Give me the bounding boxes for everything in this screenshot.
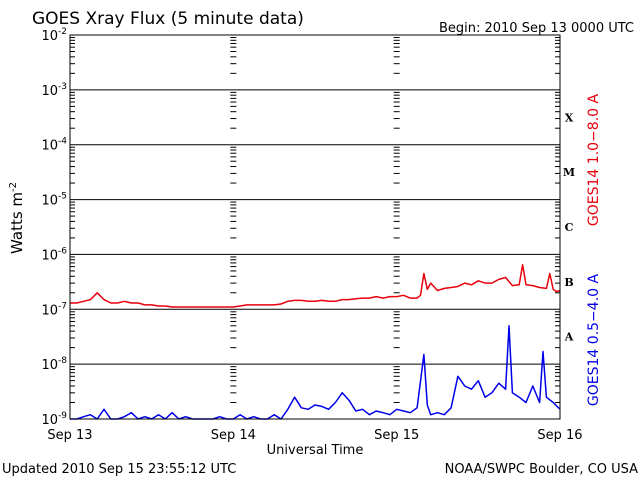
legend-red-label: GOES14 1.0−8.0 A <box>586 94 602 227</box>
plot-frame <box>69 34 561 420</box>
y-axis-title-superscript: -2 <box>8 182 19 192</box>
flare-class-c: C <box>565 221 574 234</box>
flare-class-b: B <box>564 276 573 289</box>
legend-blue-label: GOES14 0.5−4.0 A <box>586 274 602 407</box>
y-tick-label: 10-9 <box>41 411 67 428</box>
footer-updated: Updated 2010 Sep 15 23:55:12 UTC <box>2 462 236 477</box>
x-tick-label: Sep 14 <box>211 428 256 443</box>
y-tick-label: 10-6 <box>41 246 67 263</box>
footer-source: NOAA/SWPC Boulder, CO USA <box>445 462 638 477</box>
y-tick-label: 10-8 <box>41 356 67 373</box>
horizontal-gridlines <box>70 34 560 420</box>
flare-class-a: A <box>564 331 574 344</box>
y-axis-title: Watts m-2 <box>8 182 26 254</box>
y-tick-label: 10-5 <box>41 192 67 209</box>
series-line-long-wave <box>70 263 561 308</box>
y-tick-label: 10-2 <box>41 27 67 44</box>
x-tick-label: Sep 13 <box>47 428 92 443</box>
begin-label: Begin: 2010 Sep 13 0000 UTC <box>439 21 634 36</box>
y-tick-label: 10-3 <box>41 82 67 99</box>
series-legend-blue: GOES14 0.5−4.0 A <box>586 274 602 407</box>
series-legend-red: GOES14 1.0−8.0 A <box>586 94 602 227</box>
y-tick-label: 10-4 <box>41 137 67 154</box>
x-axis-tick-labels: Sep 13 Sep 14 Sep 15 Sep 16 <box>47 428 582 443</box>
flare-class-m: M <box>563 166 575 179</box>
series-line-short-wave <box>70 325 561 420</box>
series-lines <box>70 263 561 420</box>
svg-text:Watts m-2: Watts m-2 <box>8 182 26 254</box>
y-axis-title-text: Watts m <box>8 192 26 254</box>
y-tick-label: 10-7 <box>41 301 67 318</box>
x-tick-label: Sep 16 <box>537 428 582 443</box>
x-axis-title: Universal Time <box>267 443 364 458</box>
y-axis-tick-labels: 10-2 10-3 10-4 10-5 10-6 10-7 10-8 10-9 <box>41 27 67 428</box>
flare-class-labels: X M C B A <box>563 111 575 343</box>
chart-title: GOES Xray Flux (5 minute data) <box>32 9 304 29</box>
x-tick-label: Sep 15 <box>374 428 419 443</box>
flare-class-x: X <box>565 111 574 124</box>
minor-tick-columns <box>70 37 560 403</box>
